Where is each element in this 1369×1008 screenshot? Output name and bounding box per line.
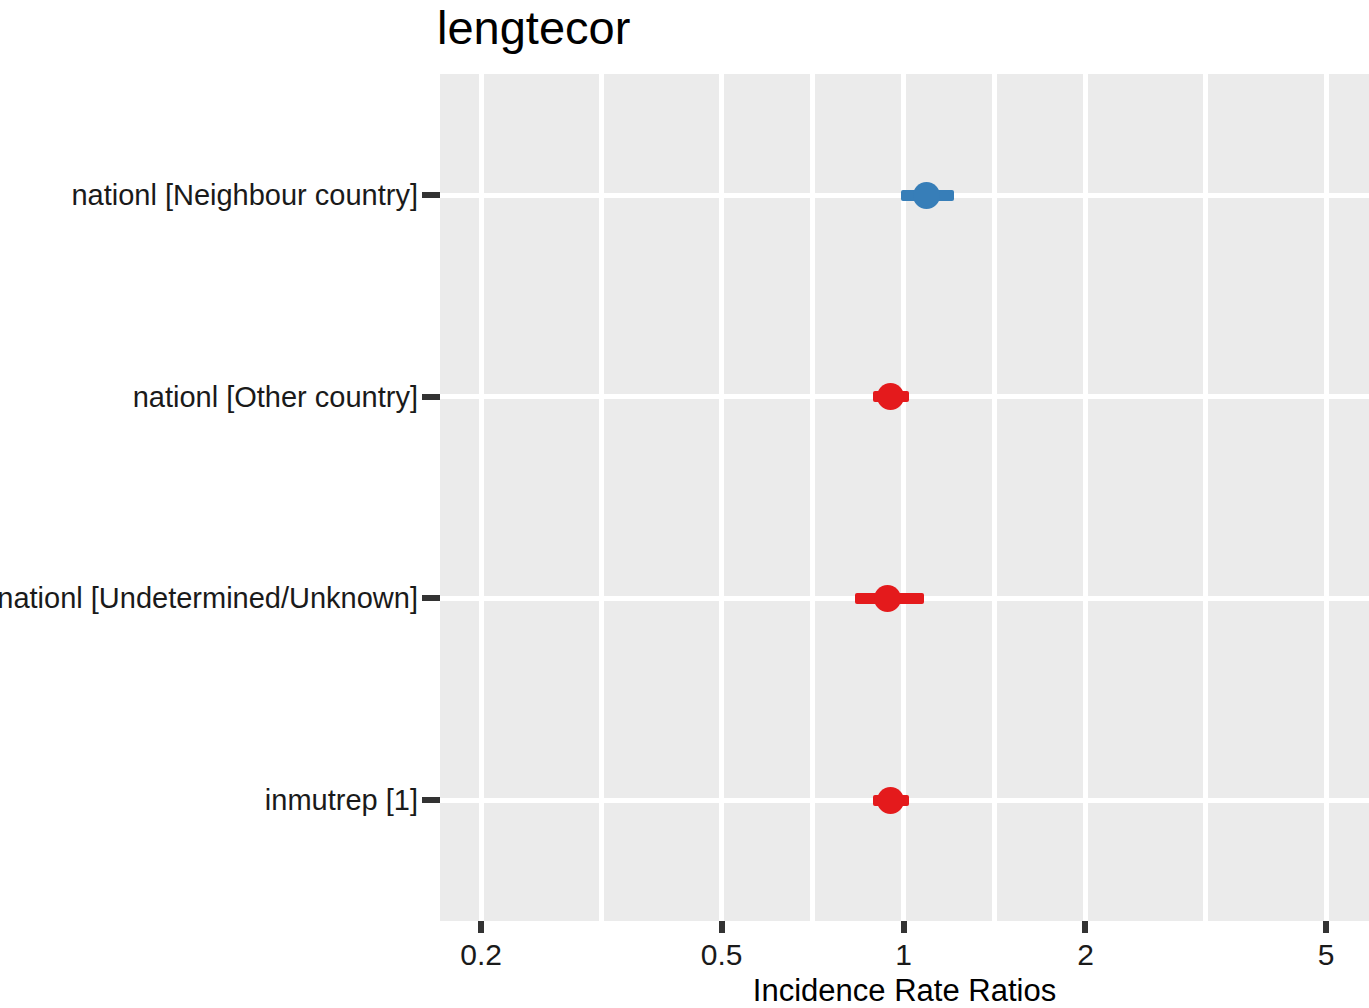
plot-title: lengtecor	[437, 0, 630, 56]
y-axis-label: nationl [Undetermined/Unknown]	[0, 580, 418, 616]
x-axis-tick-label: 2	[1077, 938, 1094, 972]
x-axis-tick	[1082, 921, 1088, 933]
minor-gridline-x	[599, 74, 604, 921]
estimate-point	[877, 383, 904, 410]
y-axis-tick	[422, 595, 440, 601]
estimate-point	[877, 787, 904, 814]
x-axis-tick	[719, 921, 725, 933]
x-axis-title: Incidence Rate Ratios	[440, 972, 1369, 1008]
minor-gridline-x	[1203, 74, 1208, 921]
major-gridline-x	[1083, 74, 1088, 921]
x-axis-tick-label: 5	[1318, 938, 1335, 972]
major-gridline-x	[479, 74, 484, 921]
forest-plot-figure: lengtecor nationl [Neighbour country] nat…	[0, 0, 1369, 1008]
estimate-point	[913, 182, 940, 209]
y-axis-tick	[422, 797, 440, 803]
minor-gridline-x	[992, 74, 997, 921]
y-axis-label: nationl [Neighbour country]	[71, 177, 418, 213]
plot-panel	[440, 74, 1369, 921]
minor-gridline-x	[810, 74, 815, 921]
major-gridline-x	[719, 74, 724, 921]
x-axis-tick	[901, 921, 907, 933]
y-axis-tick	[422, 394, 440, 400]
x-axis-tick	[478, 921, 484, 933]
y-axis-tick	[422, 192, 440, 198]
x-axis-tick	[1323, 921, 1329, 933]
y-axis-label: inmutrep [1]	[265, 782, 418, 818]
major-gridline-x	[1324, 74, 1329, 921]
x-axis-tick-label: 1	[895, 938, 912, 972]
y-axis-label: nationl [Other country]	[133, 379, 418, 415]
x-axis-tick-label: 0.2	[460, 938, 502, 972]
x-axis-tick-label: 0.5	[701, 938, 743, 972]
estimate-point	[874, 585, 901, 612]
